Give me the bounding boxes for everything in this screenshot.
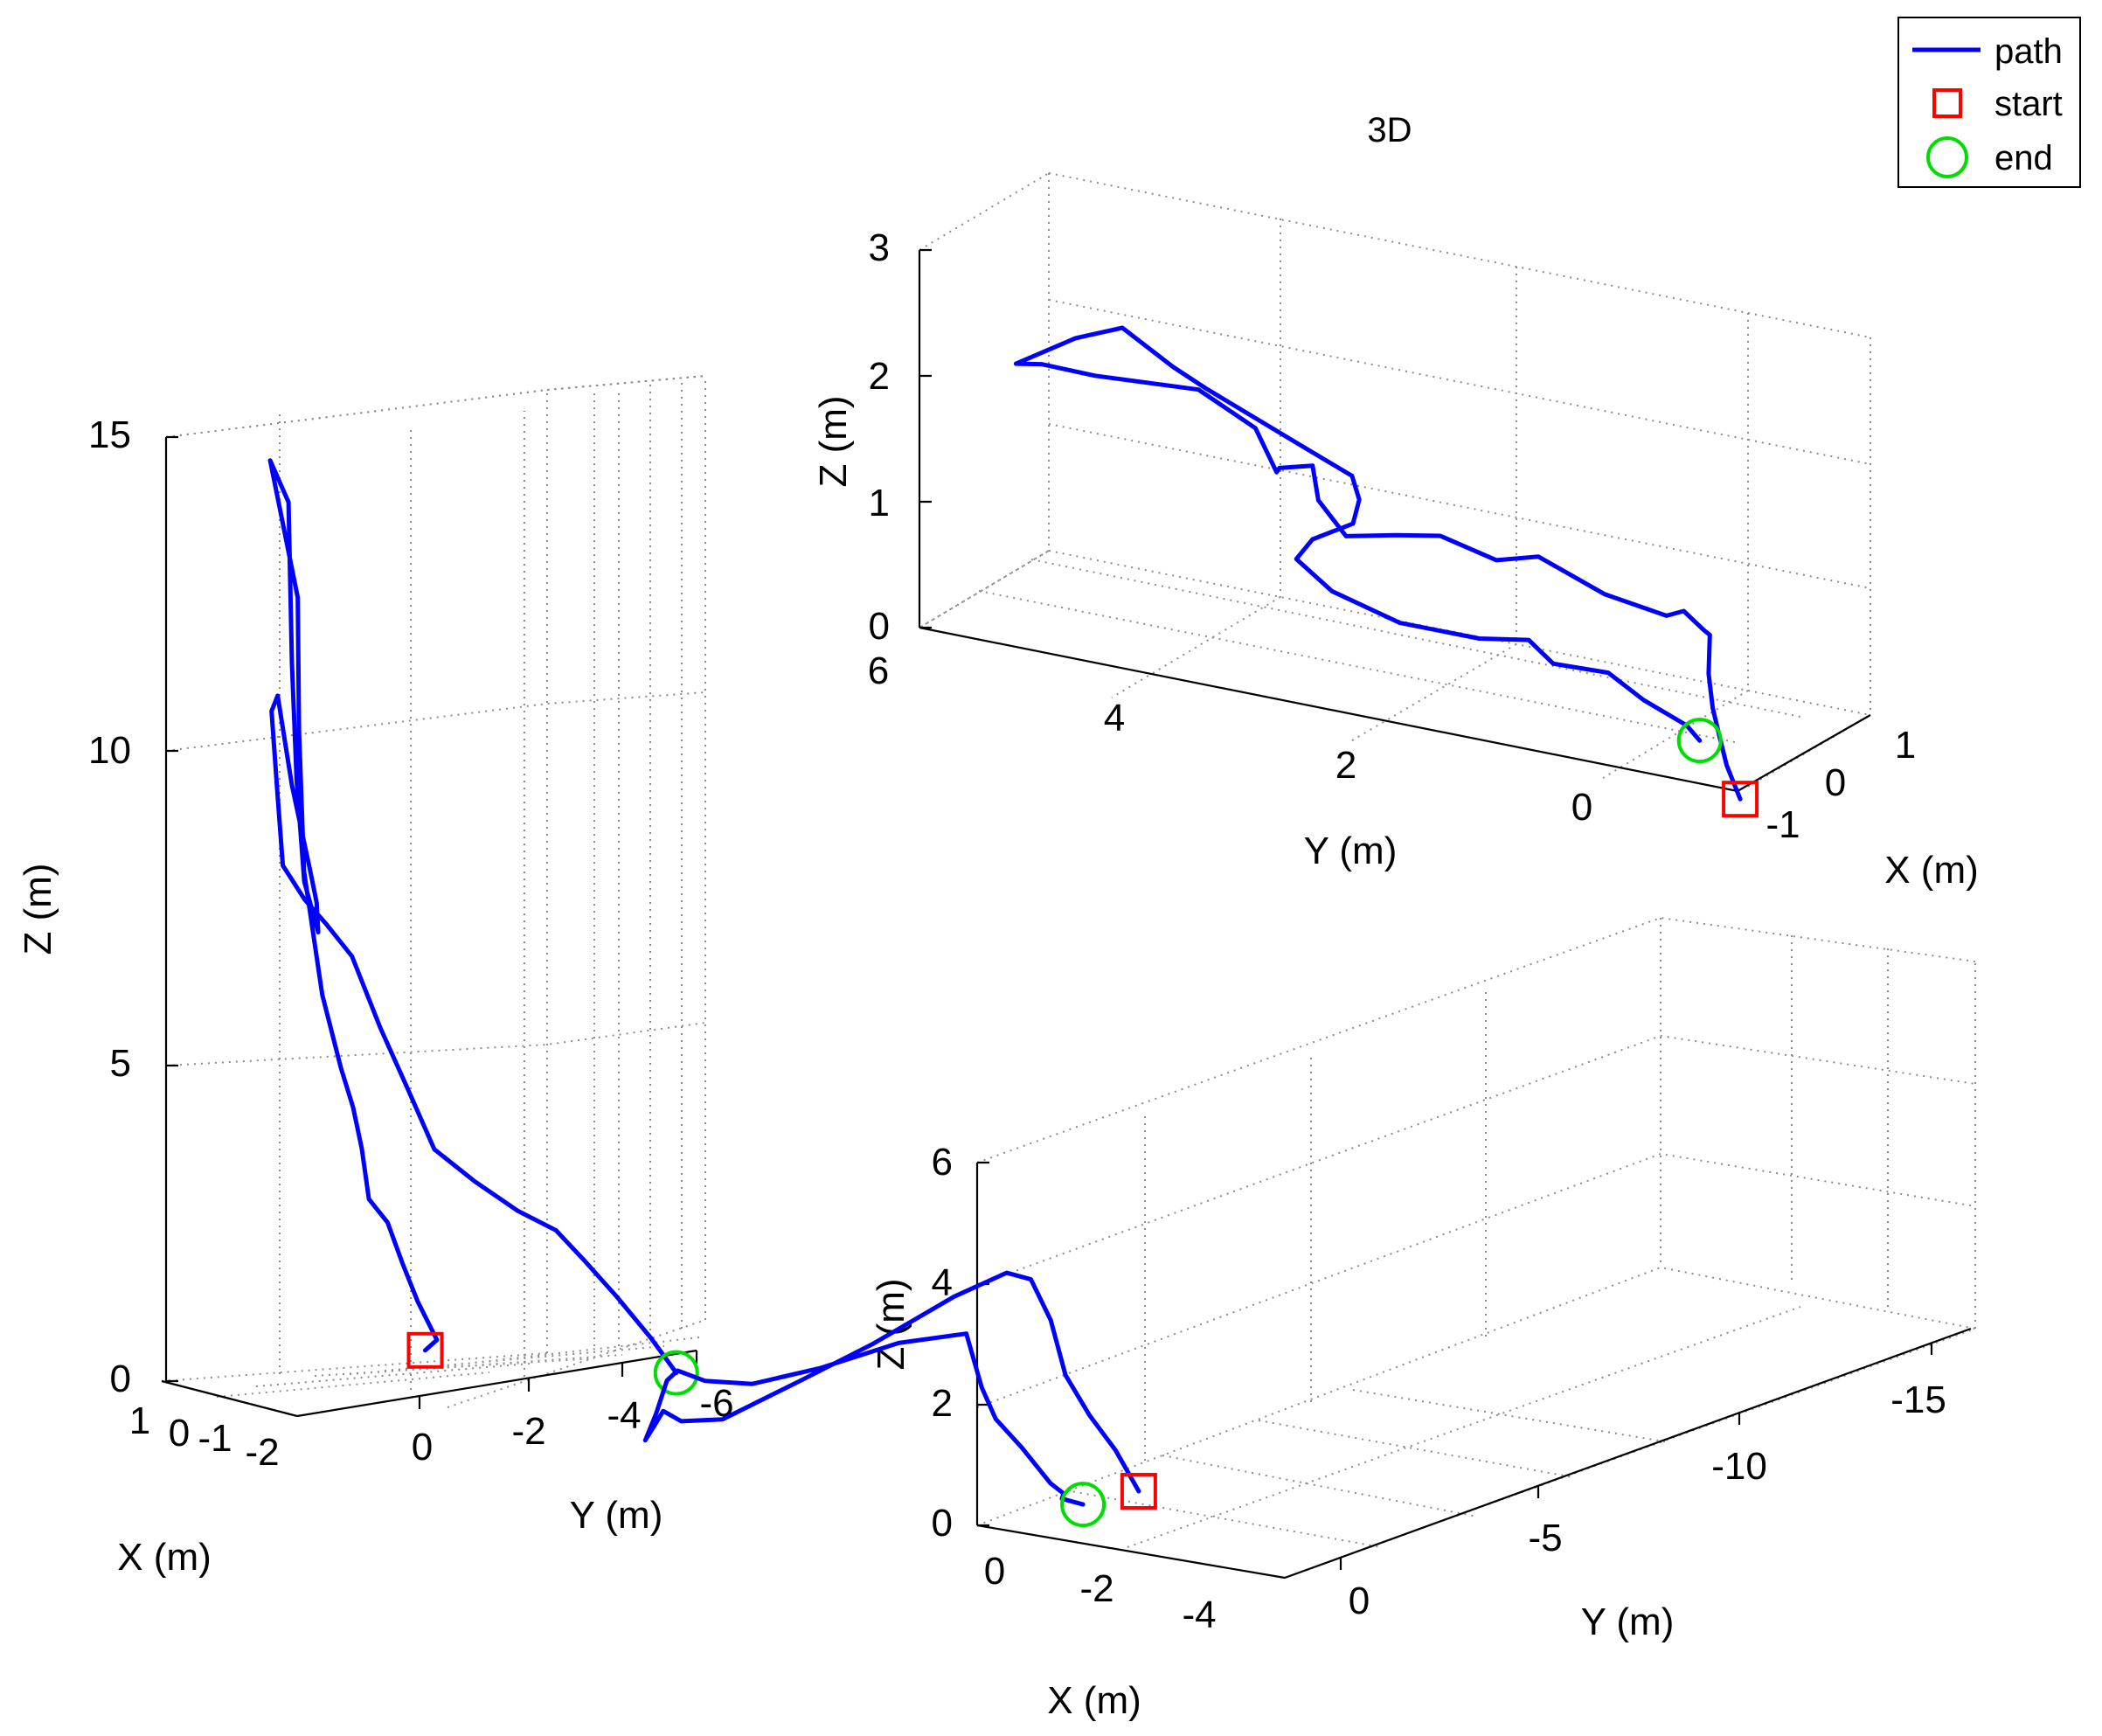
panel-bottom-right-z-tick: 6 [932, 1141, 953, 1184]
panel-bottom-right-start-marker [1120, 1472, 1157, 1510]
panel-bottom-right-end-marker [1060, 1482, 1106, 1528]
panel-left-x-tick: 0 [169, 1412, 190, 1455]
panel-left-y-axis [296, 1349, 697, 1418]
panel-bottom-right-y-label: Y (m) [1581, 1601, 1675, 1643]
panel-top-right-z-tick: 1 [869, 482, 890, 524]
panel-left-z-tick: 5 [110, 1042, 131, 1085]
panel-top-right-x-tick: 0 [1825, 761, 1846, 804]
panel-top-right-grid [919, 172, 1871, 788]
panel-left-grid [161, 375, 706, 1408]
panel-top-right-y-tick: 4 [1104, 697, 1125, 740]
panel-left-z-tick: 15 [88, 413, 131, 456]
panel-top-right-start-marker [1722, 781, 1759, 818]
panel-left-path-line [267, 458, 679, 1376]
panel-top-right-title: 3D [1367, 111, 1412, 149]
panel-top-right-z-label: Z (m) [812, 395, 855, 487]
panel-left-x-axis [161, 1379, 298, 1418]
panel-left-x-ticks: 1 0 -1 -2 [129, 1399, 280, 1474]
panel-bottom-right-y-tick: -15 [1890, 1378, 1946, 1421]
panel-top-right-end-marker [1676, 718, 1723, 764]
panel-left-z-tick: 0 [110, 1358, 131, 1400]
panel-bottom-right-z-tick: 2 [932, 1382, 953, 1425]
panel-left-z-label: Z (m) [17, 863, 59, 955]
panel-bottom-right-y-ticks: 0 -5 -10 -15 [1339, 1343, 1946, 1622]
panel-bottom-right-path-line [642, 1270, 1141, 1507]
panel-bottom-right-x-ticks: 0 -2 -4 [984, 1550, 1217, 1636]
panel-left-x-tick: -2 [245, 1431, 279, 1474]
panel-bottom-right-x-tick: -4 [1182, 1594, 1216, 1636]
panel-top-right-x-tick: -1 [1766, 803, 1800, 846]
panel-top-right-y-axis [919, 626, 1738, 793]
legend: path start end [1897, 17, 2081, 188]
legend-end-swatch [1926, 136, 1968, 178]
panel-left-end-marker [653, 1350, 699, 1396]
panel-left-y-tick: -2 [511, 1410, 545, 1453]
panel-top-right-z-tick: 0 [869, 605, 890, 648]
panel-left-x-tick: -1 [198, 1417, 232, 1460]
panel-left-y-ticks: 0 -2 -4 -6 [412, 1351, 734, 1469]
panel-top-right-y-tick: 6 [868, 649, 889, 692]
panel-top-right-z-tick: 3 [869, 226, 890, 269]
panel-bottom-right-x-axis [976, 1524, 1286, 1580]
panel-left: 0 5 10 15 1 0 -1 -2 0 -2 -4 -6 Z (m) X (… [17, 375, 734, 1579]
panel-bottom-right-z-ticks: 0 2 4 6 [932, 1141, 989, 1545]
panel-bottom-right-y-tick: 0 [1349, 1580, 1370, 1622]
panel-left-x-label: X (m) [117, 1536, 212, 1579]
panel-top-right-x-axis [1737, 714, 1871, 792]
panel-bottom-right-z-tick: 0 [932, 1502, 953, 1545]
panel-top-right: 3D 0 1 2 3 6 4 2 0 1 0 -1 Z (m) Y ( [812, 111, 1979, 892]
panel-bottom-right-x-tick: -2 [1079, 1567, 1113, 1610]
panel-bottom-right-y-axis [1284, 1327, 1972, 1580]
panel-left-z-tick: 10 [88, 729, 131, 772]
panel-left-z-ticks: 0 5 10 15 [88, 413, 178, 1400]
panel-bottom-right-x-label: X (m) [1047, 1679, 1141, 1722]
panel-bottom-right-grid [976, 916, 1976, 1579]
panel-top-right-y-label: Y (m) [1304, 830, 1398, 872]
panel-left-y-tick: 0 [412, 1426, 433, 1469]
panel-top-right-z-tick: 2 [869, 355, 890, 398]
panel-top-right-x-tick: 1 [1895, 724, 1916, 767]
panel-top-right-path-line [1013, 325, 1743, 802]
legend-end-label: end [1994, 139, 2053, 177]
legend-start-label: start [1994, 85, 2063, 123]
panel-top-right-y-ticks: 6 4 2 0 [868, 649, 1592, 829]
legend-start-swatch [1932, 88, 1962, 118]
panel-left-y-label: Y (m) [570, 1494, 663, 1537]
panel-bottom-right: 0 2 4 6 0 -2 -4 0 -5 -10 -15 Z (m) X (m)… [642, 916, 1976, 1722]
panel-bottom-right-y-tick: -10 [1711, 1445, 1767, 1488]
panel-left-start-marker [406, 1331, 444, 1369]
panel-top-right-y-tick: 0 [1571, 786, 1592, 829]
panel-bottom-right-x-tick: 0 [984, 1550, 1005, 1593]
panel-top-right-z-ticks: 0 1 2 3 [869, 226, 932, 648]
panel-top-right-x-label: X (m) [1884, 849, 1979, 892]
legend-path-label: path [1994, 32, 2063, 71]
panel-bottom-right-y-tick: -5 [1528, 1517, 1562, 1559]
panel-top-right-x-ticks: 1 0 -1 [1766, 724, 1916, 846]
panel-left-x-tick: 1 [129, 1399, 150, 1442]
panel-top-right-y-tick: 2 [1335, 744, 1356, 787]
panel-left-y-tick: -4 [607, 1394, 641, 1437]
